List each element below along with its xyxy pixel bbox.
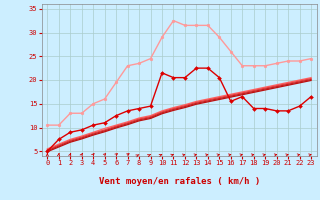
X-axis label: Vent moyen/en rafales ( km/h ): Vent moyen/en rafales ( km/h ) (99, 177, 260, 186)
